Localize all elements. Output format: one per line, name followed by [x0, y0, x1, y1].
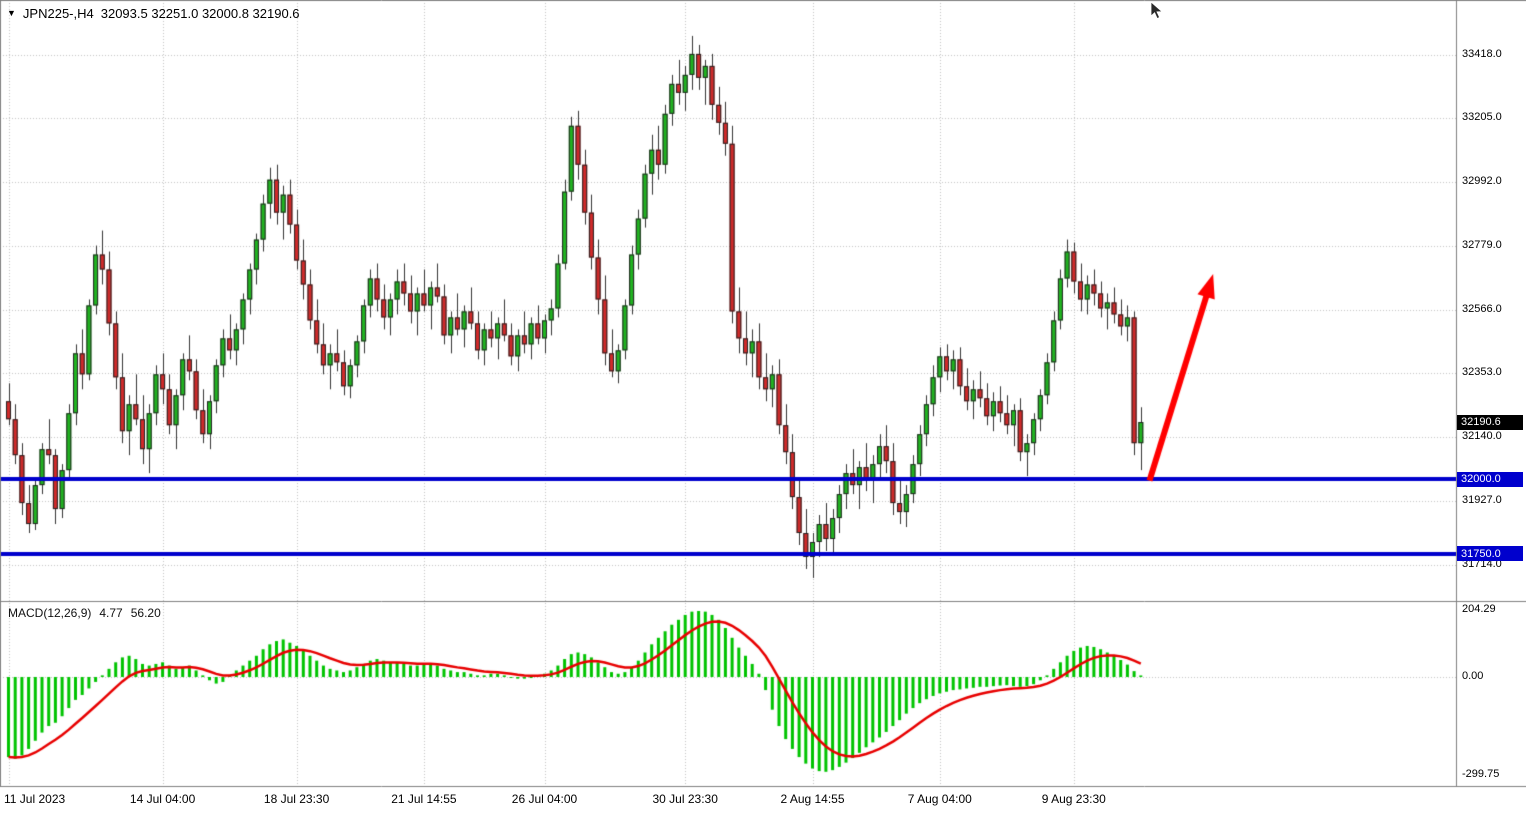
- time-axis-label: 11 Jul 2023: [4, 792, 66, 806]
- time-axis-label: 14 Jul 04:00: [129, 792, 196, 806]
- macd-axis-label: 204.29: [1462, 603, 1496, 616]
- hline-price-badge[interactable]: 32000.0: [1457, 471, 1523, 487]
- symbol-dropdown-icon[interactable]: ▼: [7, 8, 16, 18]
- price-axis-label: 32992.0: [1462, 175, 1502, 188]
- macd-main-value: 4.77: [99, 606, 123, 620]
- time-axis-label: 21 Jul 14:55: [391, 792, 457, 806]
- symbol-info-bar: ▼ JPN225-,H4 32093.5 32251.0 32000.8 321…: [7, 6, 300, 21]
- time-axis-label: 26 Jul 04:00: [511, 792, 578, 806]
- macd-indicator-label: MACD(12,26,9) 4.77 56.20: [8, 606, 161, 620]
- time-axis-label: 30 Jul 23:30: [652, 792, 718, 806]
- price-axis-label: 33418.0: [1462, 47, 1502, 60]
- mouse-cursor-icon: [1150, 1, 1164, 25]
- symbol-ohlc-values: 32093.5 32251.0 32000.8 32190.6: [100, 6, 300, 21]
- macd-axis-label: -299.75: [1462, 767, 1500, 780]
- macd-name: MACD(12,26,9): [8, 606, 92, 620]
- price-axis-label: 32779.0: [1462, 238, 1502, 251]
- time-axis-label: 18 Jul 23:30: [263, 792, 330, 806]
- price-axis-label: 32353.0: [1462, 366, 1502, 379]
- time-axis-label: 9 Aug 23:30: [1041, 792, 1106, 806]
- symbol-timeframe-label: JPN225-,H4: [22, 6, 94, 21]
- time-axis-label: 2 Aug 14:55: [780, 792, 845, 806]
- hline-price-badge[interactable]: 31750.0: [1457, 546, 1523, 562]
- macd-signal-value: 56.20: [130, 606, 161, 620]
- price-axis-label: 32140.0: [1462, 430, 1502, 443]
- macd-axis-label: 0.00: [1462, 670, 1484, 682]
- time-axis-label: 7 Aug 04:00: [907, 792, 972, 806]
- price-axis-label: 31927.0: [1462, 493, 1502, 506]
- price-axis-label: 32566.0: [1462, 302, 1502, 315]
- current-price-badge: 32190.6: [1457, 414, 1523, 430]
- price-axis-label: 33205.0: [1462, 111, 1502, 124]
